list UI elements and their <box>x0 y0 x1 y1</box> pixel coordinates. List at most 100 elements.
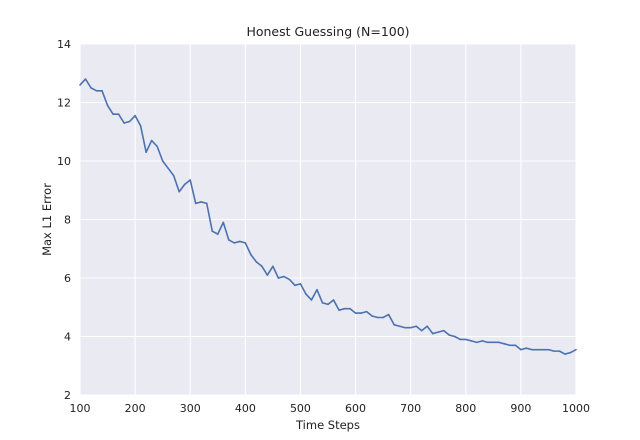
data-point <box>520 348 522 351</box>
y-tick-labels: 2 4 6 8 10 12 14 <box>57 38 71 402</box>
data-point <box>161 160 164 162</box>
data-point <box>95 90 98 92</box>
data-point <box>128 120 131 123</box>
data-point <box>382 316 384 319</box>
data-point <box>172 174 175 177</box>
data-point <box>569 351 572 354</box>
data-point <box>442 329 445 332</box>
data-point <box>101 90 103 92</box>
data-point <box>200 201 203 203</box>
data-point <box>255 261 258 263</box>
data-point <box>487 341 489 344</box>
data-point <box>481 340 484 342</box>
x-tick-labels: 100 200 300 400 500 600 700 800 900 1000 <box>70 402 591 415</box>
y-tick-label: 10 <box>57 155 71 168</box>
data-point <box>542 348 544 351</box>
y-tick-label: 4 <box>64 331 71 344</box>
data-point <box>139 125 142 127</box>
data-point <box>283 275 285 278</box>
data-point <box>498 341 500 344</box>
data-point <box>509 344 511 347</box>
x-tick-label: 800 <box>455 402 476 415</box>
data-point <box>343 307 346 310</box>
data-point <box>448 334 451 336</box>
data-point <box>299 283 302 285</box>
data-point <box>536 348 539 351</box>
data-point <box>503 343 506 345</box>
data-point <box>327 303 329 306</box>
data-point <box>349 307 351 310</box>
data-point <box>189 179 192 181</box>
data-point <box>305 293 307 295</box>
x-tick-label: 200 <box>125 402 146 415</box>
data-point <box>84 78 87 80</box>
data-point <box>222 221 225 224</box>
data-point <box>470 340 473 342</box>
data-point <box>272 265 274 268</box>
data-point <box>404 326 406 329</box>
data-point <box>547 348 550 351</box>
y-tick-label: 14 <box>57 38 71 51</box>
data-point <box>420 329 423 332</box>
data-point <box>310 299 313 301</box>
data-point <box>354 312 357 314</box>
data-point <box>387 313 390 316</box>
x-tick-label: 400 <box>235 402 256 415</box>
data-point <box>194 202 197 205</box>
data-point <box>558 350 561 352</box>
data-point <box>266 274 269 276</box>
data-point <box>531 348 533 351</box>
data-point <box>167 167 169 170</box>
y-gridlines <box>80 43 576 396</box>
data-point <box>117 113 120 115</box>
data-point <box>288 278 291 281</box>
data-point <box>464 338 467 341</box>
y-tick-label: 6 <box>64 272 71 285</box>
data-point <box>514 344 517 347</box>
data-point <box>575 348 577 351</box>
data-point <box>409 326 412 329</box>
data-point <box>233 242 236 244</box>
data-point <box>123 122 125 124</box>
data-point <box>106 104 109 107</box>
data-point <box>376 316 379 319</box>
data-point <box>415 325 417 328</box>
data-point <box>145 151 147 154</box>
data-point <box>453 335 456 338</box>
data-point <box>156 145 158 148</box>
data-point <box>321 302 324 304</box>
data-point <box>525 347 528 350</box>
data-point <box>244 242 247 244</box>
data-point <box>332 299 335 301</box>
y-tick-label: 8 <box>64 214 71 227</box>
x-tick-label: 1000 <box>562 402 590 415</box>
x-tick-label: 700 <box>400 402 421 415</box>
data-point <box>338 309 340 311</box>
data-point <box>261 265 263 268</box>
data-point <box>398 325 401 328</box>
data-point <box>360 312 362 314</box>
x-tick-label: 300 <box>180 402 201 415</box>
data-point <box>112 113 114 115</box>
data-point <box>250 253 252 256</box>
data-point <box>216 233 219 235</box>
data-point <box>150 139 153 142</box>
x-axis-label: Time Steps <box>295 418 360 432</box>
data-point <box>79 84 81 86</box>
data-point <box>426 325 429 328</box>
data-point <box>228 239 230 241</box>
data-point <box>564 353 566 355</box>
data-point <box>492 341 495 344</box>
data-point <box>239 240 241 243</box>
data-point <box>277 277 280 279</box>
chart-title: Honest Guessing (N=100) <box>246 24 409 39</box>
data-point <box>365 310 368 313</box>
data-point <box>459 338 462 341</box>
x-tick-label: 900 <box>510 402 531 415</box>
data-point <box>393 324 395 326</box>
data-point <box>316 288 318 291</box>
data-points <box>79 78 577 355</box>
data-point <box>294 284 296 287</box>
data-point <box>211 230 214 232</box>
